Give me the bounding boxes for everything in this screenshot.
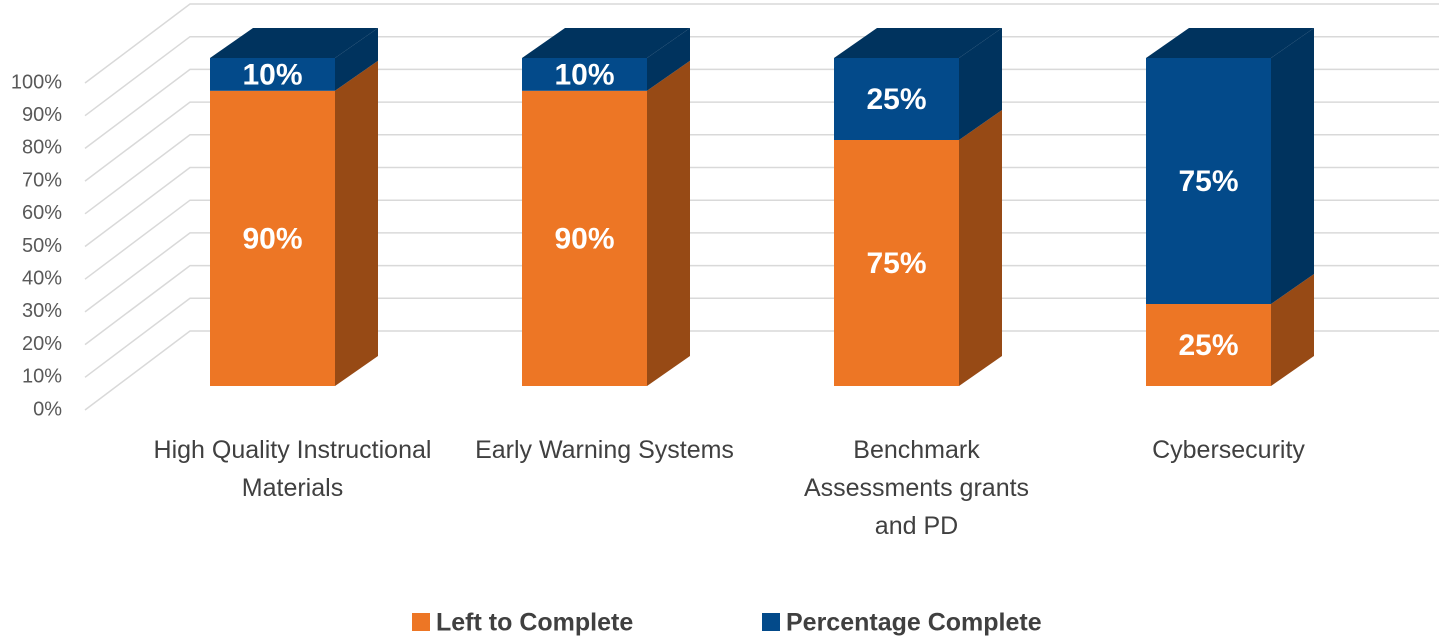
- bar: [1146, 58, 1271, 304]
- legend-swatch: [412, 613, 430, 631]
- bar: [522, 58, 647, 91]
- bar-side: [647, 28, 690, 91]
- grid-line: [84, 35, 1439, 117]
- legend-swatch: [762, 613, 780, 631]
- value-label: 10%: [554, 58, 614, 91]
- bar-side: [335, 28, 378, 91]
- grid-line: [84, 232, 1439, 313]
- grid-line: [84, 134, 1439, 215]
- y-tick-label: 0%: [33, 398, 62, 420]
- bar-side: [647, 60, 690, 387]
- grid-line: [84, 330, 1439, 411]
- grid-line: [84, 3, 1439, 84]
- value-label: 25%: [1178, 329, 1238, 362]
- value-label: 10%: [242, 58, 302, 91]
- x-tick-label: Benchmark Assessments grants and PD: [803, 436, 1030, 540]
- grid-line: [84, 166, 1439, 248]
- bar: [834, 58, 959, 140]
- value-label: 90%: [242, 222, 302, 255]
- bar-side: [1271, 274, 1314, 386]
- y-tick-label: 20%: [22, 333, 62, 355]
- value-label: 75%: [1178, 165, 1238, 198]
- x-tick-label: Cybersecurity: [1152, 436, 1305, 464]
- bar-side: [959, 28, 1002, 140]
- bar-side: [959, 110, 1002, 386]
- y-tick-label: 70%: [22, 169, 62, 191]
- y-tick-label: 90%: [22, 104, 62, 126]
- y-tick-label: 30%: [22, 300, 62, 322]
- bar-top: [834, 28, 1002, 58]
- bar-top: [1146, 28, 1314, 58]
- bar: [834, 140, 959, 386]
- bar: [522, 90, 647, 387]
- bar-side: [1271, 28, 1314, 304]
- bar-top: [210, 28, 378, 58]
- bar: [210, 90, 335, 387]
- bar-top: [522, 28, 690, 58]
- y-tick-label: 100%: [11, 71, 62, 93]
- y-tick-label: 40%: [22, 267, 62, 289]
- value-label: 75%: [866, 247, 926, 280]
- grid-line: [84, 199, 1439, 280]
- grid-line: [84, 101, 1439, 182]
- grid-line: [84, 68, 1439, 149]
- y-tick-label: 60%: [22, 202, 62, 224]
- legend-label: Left to Complete: [436, 609, 633, 637]
- value-label: 90%: [554, 222, 614, 255]
- grid-line: [84, 264, 1439, 346]
- x-tick-label: High Quality Instructional Materials: [153, 436, 432, 502]
- x-tick-label: Early Warning Systems: [475, 436, 734, 464]
- legend-label: Percentage Complete: [786, 609, 1042, 637]
- y-tick-label: 50%: [22, 235, 62, 257]
- y-tick-label: 10%: [22, 366, 62, 388]
- bar: [1146, 304, 1271, 386]
- grid-line: [84, 297, 1439, 378]
- bar: [210, 58, 335, 91]
- value-label: 25%: [866, 83, 926, 116]
- y-tick-label: 80%: [22, 137, 62, 159]
- bar-side: [335, 60, 378, 387]
